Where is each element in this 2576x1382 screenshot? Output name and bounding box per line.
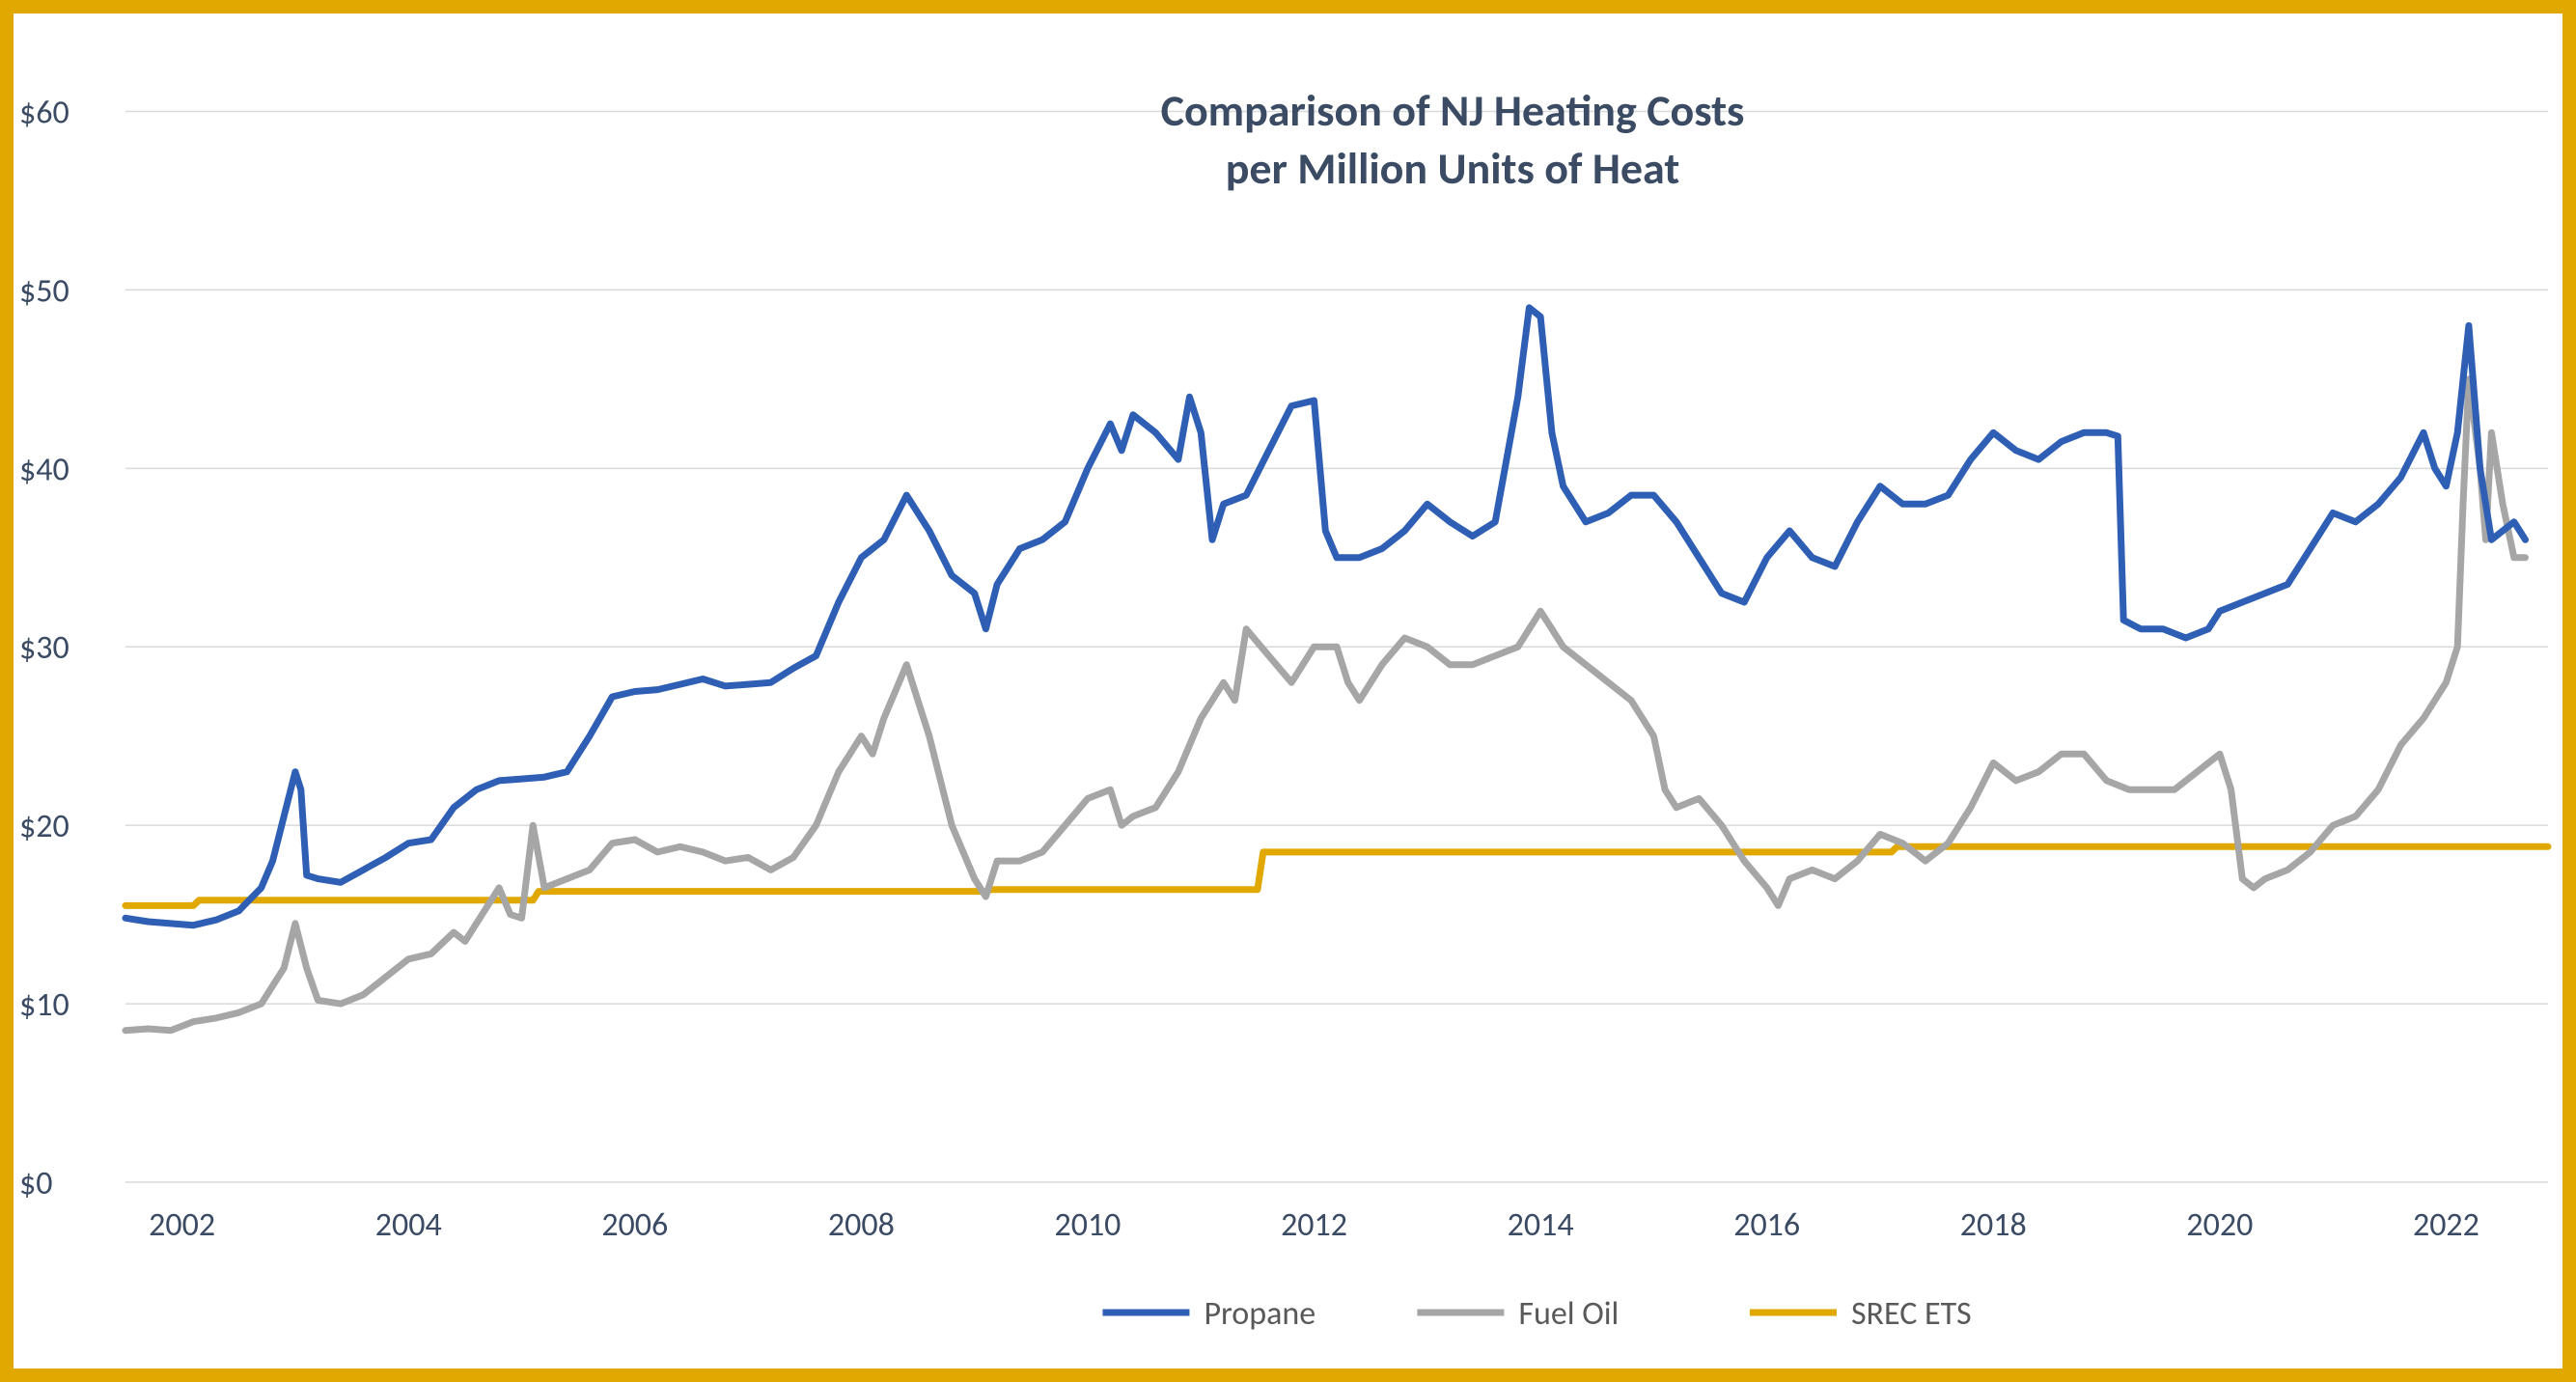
x-tick-label: 2012	[1281, 1205, 1347, 1245]
y-tick-label: $0	[19, 1164, 52, 1203]
y-tick-label: $50	[19, 271, 69, 311]
y-tick-label: $30	[19, 628, 69, 668]
x-tick-label: 2022	[2413, 1205, 2479, 1245]
line-chart: $0 $10 $20 $30 $40 $50 $60 2002 2004 2006 2008 201…	[0, 0, 2576, 1382]
series-line-propane	[125, 308, 2526, 926]
y-tick-label: $40	[19, 450, 69, 489]
legend-label: Propane	[1204, 1294, 1316, 1334]
series-line-fuel-oil	[125, 379, 2526, 1031]
y-tick-label: $10	[19, 985, 69, 1025]
x-tick-label: 2014	[1508, 1205, 1574, 1245]
x-tick-label: 2006	[601, 1205, 668, 1245]
x-tick-label: 2010	[1054, 1205, 1121, 1245]
x-tick-label: 2008	[828, 1205, 895, 1245]
x-tick-label: 2018	[1960, 1205, 2027, 1245]
x-tick-label: 2020	[2186, 1205, 2253, 1245]
chart-title-line2: per Million Units of Heat	[1226, 142, 1680, 196]
x-tick-label: 2016	[1733, 1205, 1800, 1245]
chart-title-line1: Comparison of NJ Heating Costs	[1161, 84, 1745, 138]
x-tick-label: 2002	[149, 1205, 215, 1245]
x-tick-label: 2004	[375, 1205, 442, 1245]
chart-frame: $0 $10 $20 $30 $40 $50 $60 2002 2004 2006 2008 201…	[0, 0, 2576, 1382]
y-tick-label: $60	[19, 93, 69, 132]
legend-label: Fuel Oil	[1518, 1294, 1619, 1334]
y-tick-label: $20	[19, 807, 69, 846]
legend-label: SREC ETS	[1851, 1294, 1972, 1334]
series-line-srec-ets	[125, 846, 2548, 905]
